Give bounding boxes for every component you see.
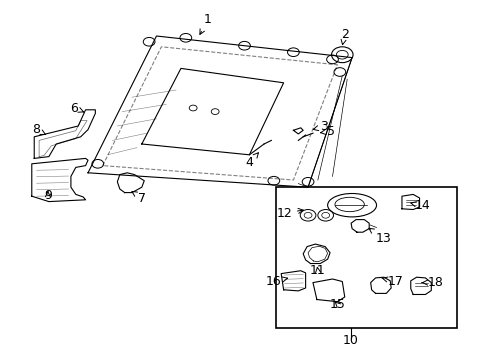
Text: 14: 14 <box>410 199 429 212</box>
Text: 5: 5 <box>320 125 334 138</box>
Text: 3: 3 <box>313 120 327 133</box>
Text: 7: 7 <box>132 192 145 204</box>
Text: 2: 2 <box>340 28 348 45</box>
Text: 1: 1 <box>200 13 211 35</box>
Text: 13: 13 <box>368 228 390 245</box>
Text: 16: 16 <box>265 275 287 288</box>
Text: 6: 6 <box>70 102 83 114</box>
Text: 18: 18 <box>421 276 443 289</box>
Text: 17: 17 <box>381 275 402 288</box>
Text: 15: 15 <box>329 298 345 311</box>
Bar <box>276 187 456 328</box>
Text: 12: 12 <box>276 207 303 220</box>
Text: 9: 9 <box>44 189 52 202</box>
Text: 11: 11 <box>309 264 325 277</box>
Text: 8: 8 <box>32 123 45 136</box>
Text: 4: 4 <box>245 153 258 169</box>
Text: 10: 10 <box>343 334 358 347</box>
